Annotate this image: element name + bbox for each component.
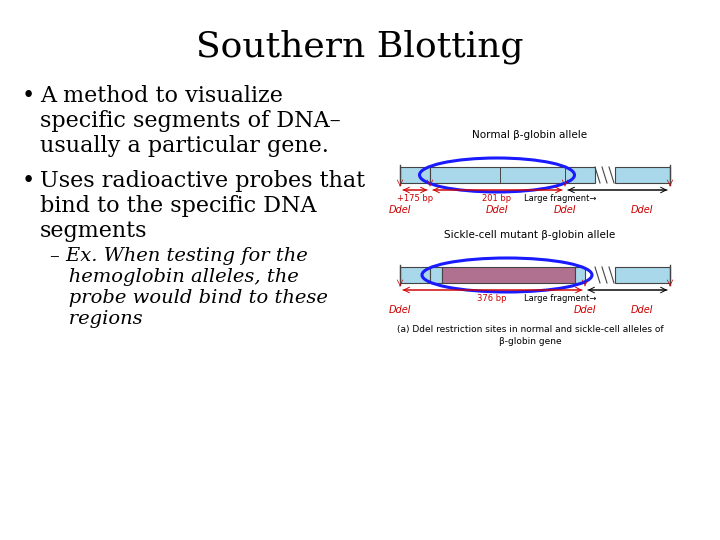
Text: DdeI: DdeI bbox=[574, 305, 596, 315]
Bar bbox=[400, 167, 430, 183]
Text: usually a particular gene.: usually a particular gene. bbox=[40, 135, 329, 157]
Text: •: • bbox=[22, 85, 35, 107]
Text: regions: regions bbox=[50, 310, 143, 328]
Text: – Ex. When testing for the: – Ex. When testing for the bbox=[50, 247, 307, 265]
Text: DdeI: DdeI bbox=[631, 205, 653, 215]
Bar bbox=[615, 267, 670, 283]
Text: DdeI: DdeI bbox=[631, 305, 653, 315]
Bar bbox=[430, 167, 595, 183]
Text: 201 bp: 201 bp bbox=[482, 194, 512, 203]
Text: specific segments of DNA–: specific segments of DNA– bbox=[40, 110, 341, 132]
Text: segments: segments bbox=[40, 220, 148, 242]
Text: Sickle-cell mutant β-globin allele: Sickle-cell mutant β-globin allele bbox=[444, 230, 616, 240]
Text: +175 bp: +175 bp bbox=[397, 194, 433, 203]
Text: probe would bind to these: probe would bind to these bbox=[50, 289, 328, 307]
Bar bbox=[400, 267, 430, 283]
Text: 376 bp: 376 bp bbox=[477, 294, 507, 303]
Text: DdeI: DdeI bbox=[389, 205, 411, 215]
Bar bbox=[430, 267, 442, 283]
Text: Uses radioactive probes that: Uses radioactive probes that bbox=[40, 170, 365, 192]
Text: (a) DdeI restriction sites in normal and sickle-cell alleles of
β-globin gene: (a) DdeI restriction sites in normal and… bbox=[397, 325, 663, 346]
Bar bbox=[575, 267, 585, 283]
Text: Large fragment→: Large fragment→ bbox=[524, 294, 596, 303]
Text: DdeI: DdeI bbox=[389, 305, 411, 315]
Text: hemoglobin alleles, the: hemoglobin alleles, the bbox=[50, 268, 299, 286]
Text: Southern Blotting: Southern Blotting bbox=[197, 30, 523, 64]
Text: A method to visualize: A method to visualize bbox=[40, 85, 283, 107]
Text: bind to the specific DNA: bind to the specific DNA bbox=[40, 195, 317, 217]
Bar bbox=[615, 167, 670, 183]
Text: Normal β-globin allele: Normal β-globin allele bbox=[472, 130, 588, 140]
Text: DdeI: DdeI bbox=[486, 205, 508, 215]
Text: •: • bbox=[22, 170, 35, 192]
Text: DdeI: DdeI bbox=[554, 205, 576, 215]
Text: Large fragment→: Large fragment→ bbox=[524, 194, 596, 203]
Bar bbox=[442, 267, 575, 283]
